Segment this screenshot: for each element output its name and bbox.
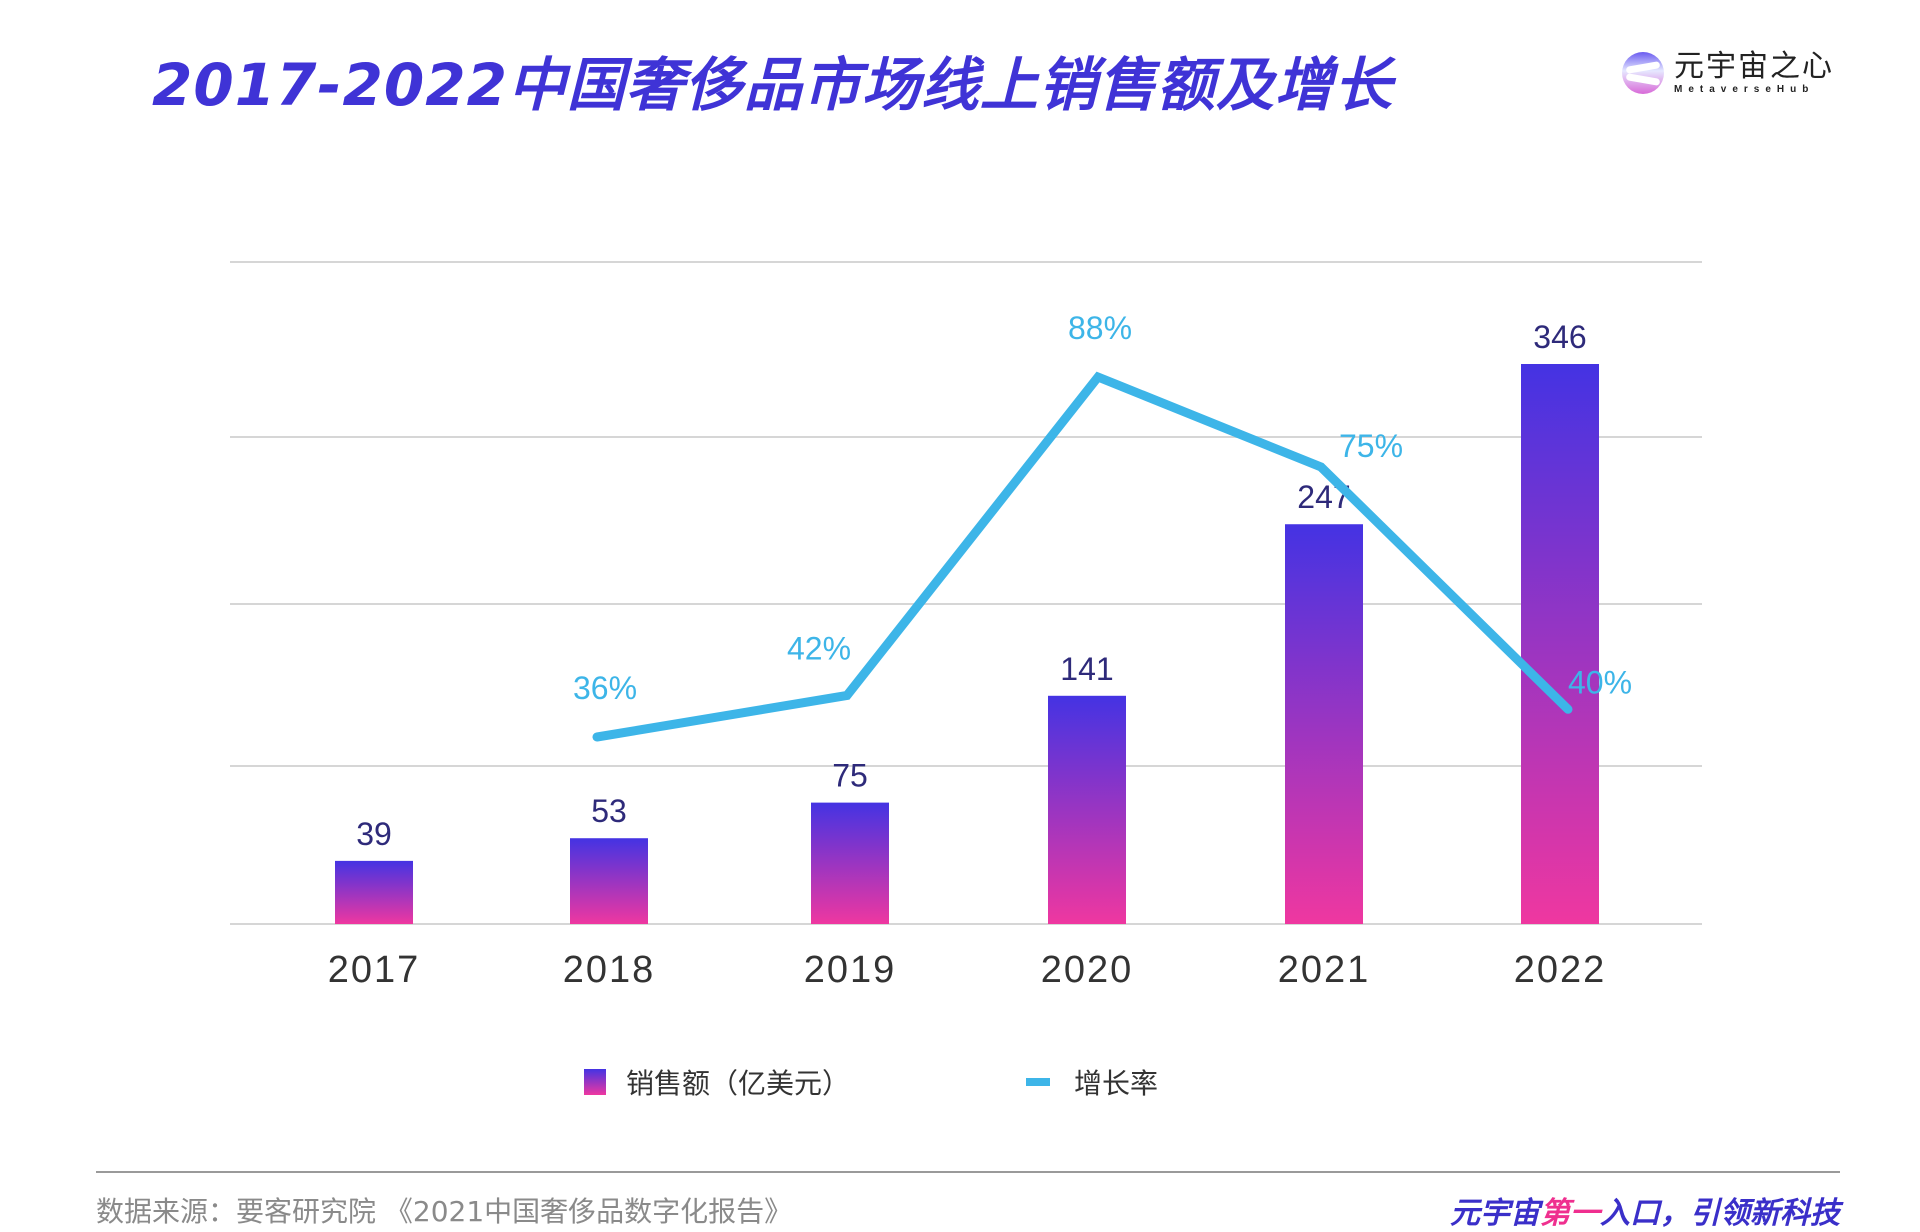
slogan: 元宇宙第一入口，引领新科技 [1450,1188,1840,1232]
legend-bar-swatch-icon [584,1069,606,1095]
growth-value-labels: 36% 42% 88% 75% 40% [573,310,1632,706]
legend-line-swatch-icon [1026,1078,1050,1086]
x-axis-labels: 2017 2018 2019 2020 2021 2022 [328,949,1607,991]
legend-item-growth: 增长率 [1026,1062,1158,1102]
growth-label-2018: 36% [573,670,637,706]
x-label-2020: 2020 [1041,949,1134,991]
x-label-2021: 2021 [1278,949,1371,991]
slogan-part2: 入口，引领新科技 [1600,1196,1840,1231]
bar-2022 [1521,364,1599,924]
growth-label-2019: 42% [787,630,851,666]
bar-label-2019: 75 [832,758,868,794]
bar-label-2018: 53 [591,793,627,829]
legend-sales-label: 销售额（亿美元） [626,1062,850,1102]
bar-2021 [1285,524,1363,924]
bar-2017 [335,861,413,924]
bar-2018 [570,838,648,924]
bar-series [335,364,1599,924]
x-label-2019: 2019 [804,949,897,991]
growth-label-2020: 88% [1068,310,1132,346]
x-label-2022: 2022 [1514,949,1607,991]
bar-2020 [1048,696,1126,924]
bar-label-2022: 346 [1533,319,1586,355]
legend-growth-label: 增长率 [1074,1062,1158,1102]
slogan-highlight: 第一 [1540,1196,1600,1231]
bar-label-2017: 39 [356,816,392,852]
growth-label-2022: 40% [1568,664,1632,700]
legend-item-sales: 销售额（亿美元） [584,1062,850,1102]
gridlines [230,262,1702,924]
bar-label-2020: 141 [1060,651,1113,687]
footer-divider [96,1171,1840,1173]
x-label-2017: 2017 [328,949,421,991]
x-label-2018: 2018 [563,949,656,991]
growth-label-2021: 75% [1339,428,1403,464]
legend: 销售额（亿美元） 增长率 [0,1062,1920,1102]
data-source: 数据来源：要客研究院 《2021中国奢侈品数字化报告》 [96,1190,792,1230]
bar-2019 [811,803,889,924]
slogan-part1: 元宇宙 [1450,1196,1540,1231]
